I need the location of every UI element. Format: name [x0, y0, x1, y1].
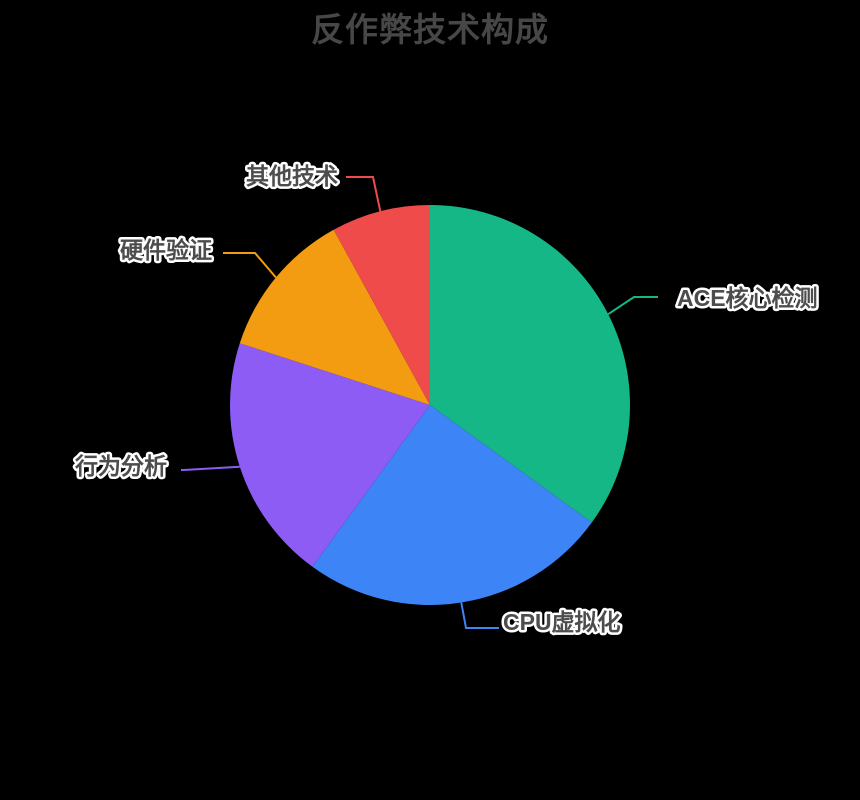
svg-text:ACE核心检测: ACE核心检测 — [677, 285, 818, 311]
svg-text:其他技术: 其他技术 — [246, 163, 338, 189]
svg-text:硬件验证: 硬件验证 — [120, 237, 212, 263]
svg-text:CPU虚拟化: CPU虚拟化 — [503, 609, 621, 635]
svg-text:行为分析: 行为分析 — [74, 453, 167, 479]
